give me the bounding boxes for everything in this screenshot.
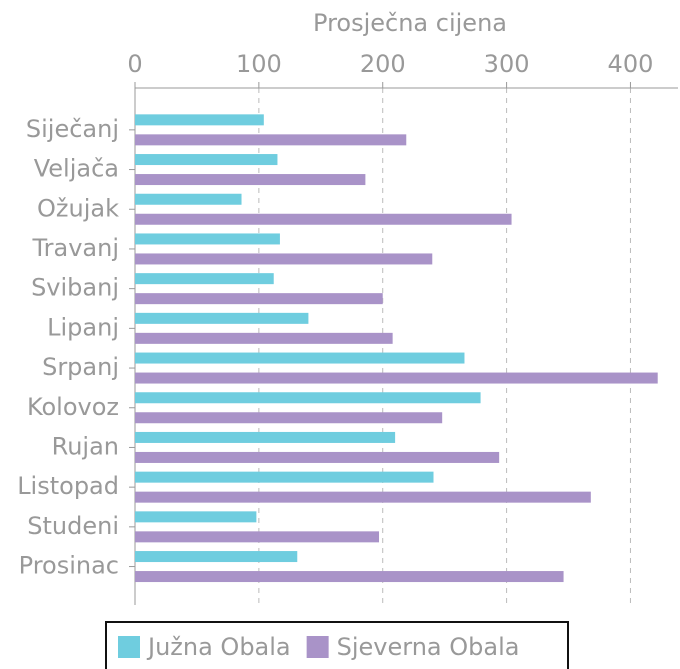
y-tick-label: Listopad: [17, 472, 119, 500]
x-tick-label: 200: [360, 50, 406, 78]
bar: [135, 273, 274, 285]
x-axis-label: Prosječna cijena: [313, 9, 507, 37]
y-tick-label: Prosinac: [19, 552, 119, 580]
bar: [135, 293, 383, 305]
bar: [135, 372, 658, 384]
bar: [135, 332, 393, 344]
legend-swatch: [118, 636, 140, 658]
y-tick-label: Srpanj: [42, 353, 119, 381]
legend-swatch: [306, 636, 329, 658]
bar: [135, 193, 242, 205]
bar: [135, 392, 481, 404]
y-tick-label: Studeni: [27, 512, 119, 540]
legend-label: Sjeverna Obala: [337, 633, 520, 661]
legend: Južna Obala Sjeverna Obala: [105, 621, 569, 669]
bar: [135, 511, 257, 523]
bar: [135, 253, 433, 265]
y-tick-label: Veljača: [34, 155, 119, 183]
legend-label: Južna Obala: [146, 633, 291, 661]
bar: [135, 551, 298, 563]
bar: [135, 213, 512, 225]
bar: [135, 114, 264, 126]
bar: [135, 471, 434, 483]
x-tick-label: 0: [127, 50, 142, 78]
bar: [135, 312, 309, 324]
y-tick-label: Ožujak: [37, 194, 119, 222]
x-tick-label: 300: [484, 50, 530, 78]
y-tick-label: Travanj: [32, 234, 120, 262]
bar: [135, 431, 396, 443]
bar: [135, 571, 564, 583]
bar: [135, 531, 380, 543]
bar: [135, 174, 366, 186]
bar: [135, 412, 443, 424]
bar: [135, 134, 407, 146]
y-tick-label: Lipanj: [47, 313, 119, 341]
y-tick-label: Svibanj: [31, 274, 119, 302]
y-tick-label: Siječanj: [26, 115, 119, 143]
bar: [135, 233, 280, 245]
bar: [135, 491, 591, 503]
x-tick-label: 400: [608, 50, 654, 78]
y-tick-label: Kolovoz: [27, 393, 119, 421]
legend-box: [105, 621, 569, 669]
x-tick-label: 100: [236, 50, 282, 78]
y-tick-label: Rujan: [52, 432, 119, 460]
bar: [135, 451, 500, 463]
bar: [135, 154, 278, 166]
bar: [135, 352, 465, 364]
